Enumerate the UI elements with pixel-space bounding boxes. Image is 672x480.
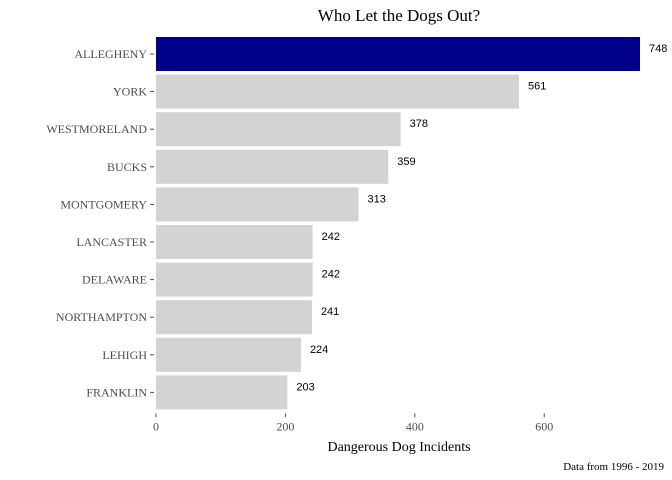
value-label-allegheny: 748 xyxy=(649,43,667,55)
value-label-franklin: 203 xyxy=(296,381,314,393)
x-tick-label-200: 200 xyxy=(276,419,294,433)
bars-group xyxy=(156,37,640,410)
y-tick-label-lehigh: LEHIGH xyxy=(102,348,147,362)
x-axis-title: Dangerous Dog Incidents xyxy=(327,440,470,455)
bar-franklin xyxy=(156,375,288,410)
value-label-york: 561 xyxy=(528,81,546,93)
value-label-lehigh: 224 xyxy=(310,344,328,356)
bar-york xyxy=(156,74,519,109)
y-tick-label-franklin: FRANKLIN xyxy=(86,385,147,399)
bar-northampton xyxy=(156,300,312,335)
value-label-bucks: 359 xyxy=(397,156,415,168)
y-tick-label-montgomery: MONTGOMERY xyxy=(60,197,147,211)
bar-montgomery xyxy=(156,187,359,222)
x-tick-label-600: 600 xyxy=(535,419,553,433)
bar-bucks xyxy=(156,149,389,184)
bar-allegheny xyxy=(156,37,640,71)
value-label-westmoreland: 378 xyxy=(410,118,428,130)
x-tick-label-400: 400 xyxy=(406,419,424,433)
y-tick-label-delaware: DELAWARE xyxy=(82,273,147,287)
chart-caption: Data from 1996 - 2019 xyxy=(563,461,664,473)
y-tick-label-bucks: BUCKS xyxy=(107,160,147,174)
bar-lehigh xyxy=(156,337,301,372)
y-tick-label-westmoreland: WESTMORELAND xyxy=(46,122,147,136)
y-tick-label-york: YORK xyxy=(113,85,147,99)
x-tick-label-0: 0 xyxy=(153,419,159,433)
bar-delaware xyxy=(156,262,313,297)
x-axis: 0 200 400 600 xyxy=(153,413,553,433)
y-tick-label-lancaster: LANCASTER xyxy=(76,235,147,249)
bar-westmoreland xyxy=(156,112,401,147)
y-tick-label-allegheny: ALLEGHENY xyxy=(74,47,147,61)
bar-lancaster xyxy=(156,225,313,259)
value-label-montgomery: 313 xyxy=(368,193,386,205)
y-tick-label-northampton: NORTHAMPTON xyxy=(56,310,147,324)
value-label-northampton: 241 xyxy=(321,306,339,318)
value-label-lancaster: 242 xyxy=(322,231,340,243)
value-labels-group: 748 561 378 359 313 242 242 241 224 203 xyxy=(296,43,667,393)
value-label-delaware: 242 xyxy=(322,269,340,281)
chart-title: Who Let the Dogs Out? xyxy=(318,6,480,25)
y-axis: ALLEGHENY YORK WESTMORELAND BUCKS MONTGOMERY… xyxy=(46,47,154,399)
